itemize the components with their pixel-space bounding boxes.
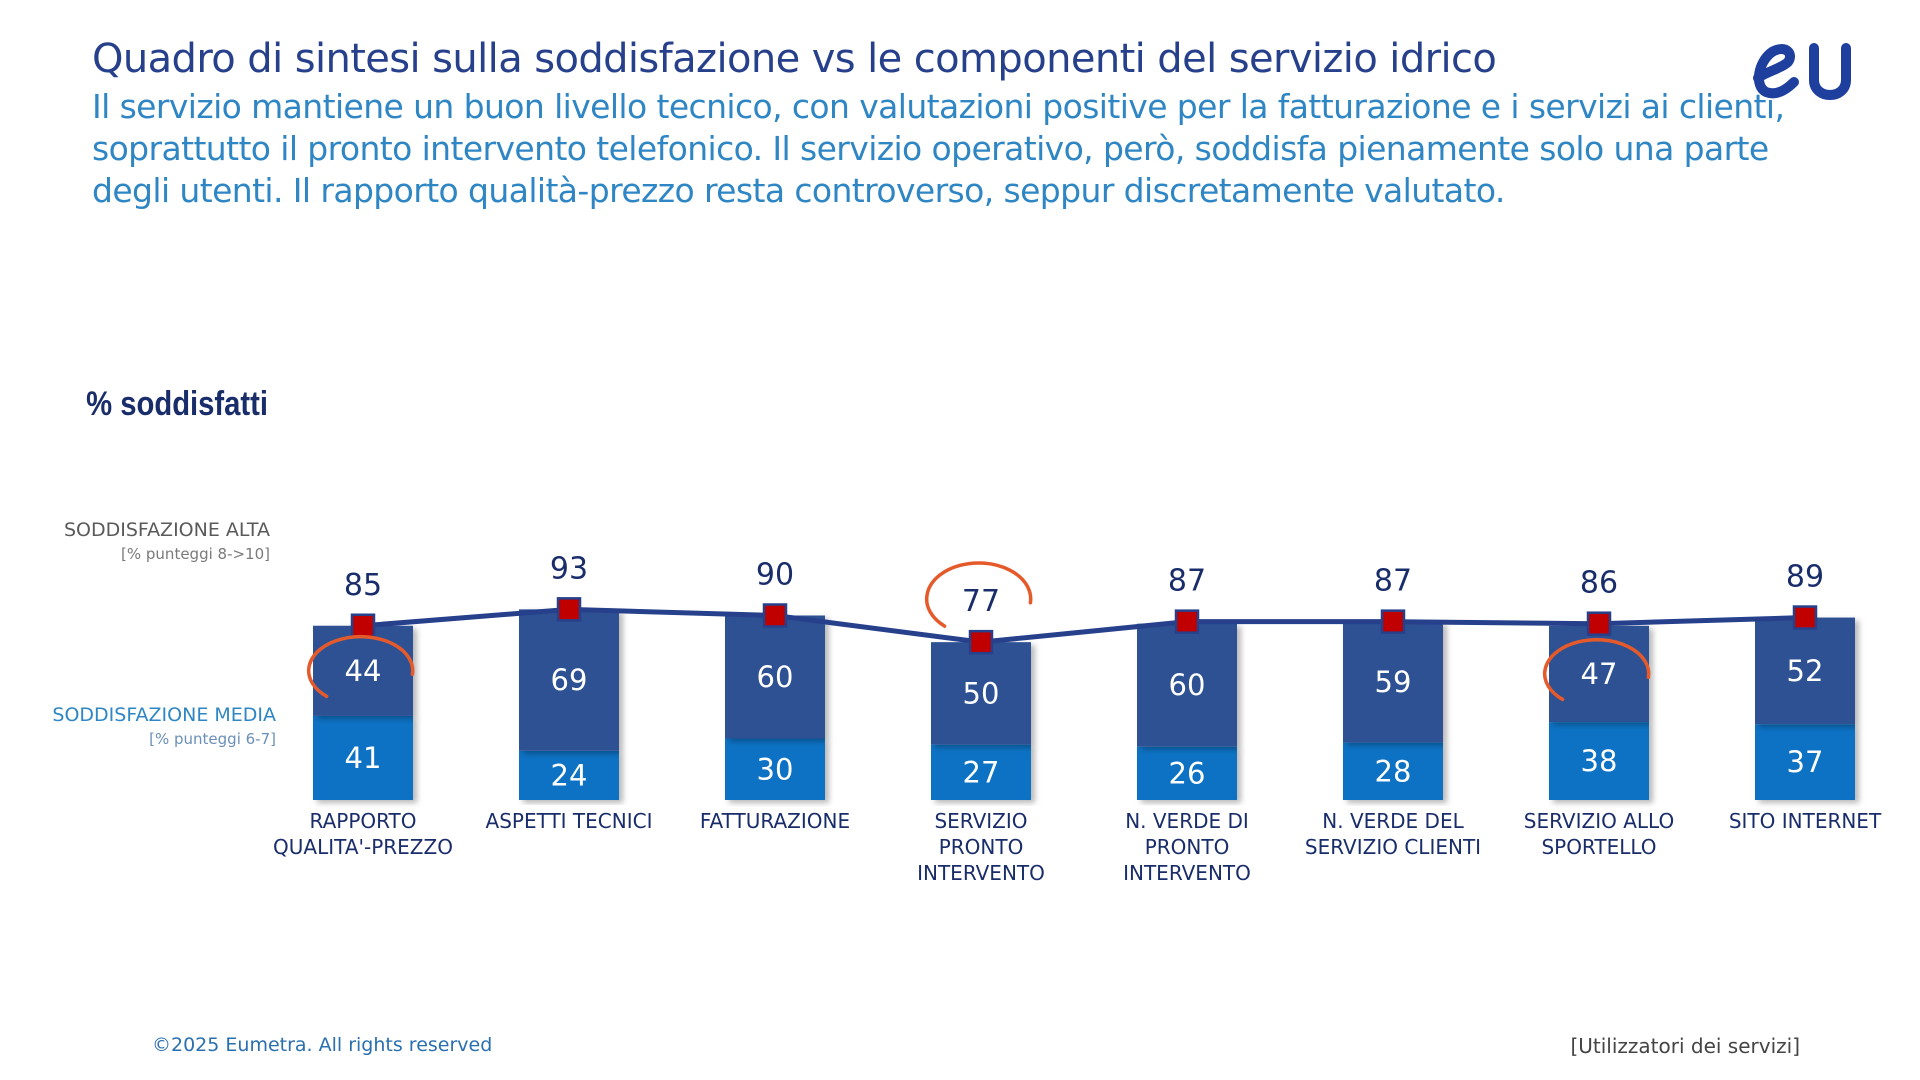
line-value-label: 89 — [1786, 560, 1824, 595]
category-label: QUALITA'-PREZZO — [273, 835, 453, 859]
bar-high — [931, 642, 1031, 745]
category-label: N. VERDE DI — [1125, 809, 1249, 833]
bar-medium — [1343, 742, 1443, 800]
highlight-circle — [1543, 638, 1651, 702]
highlight-circle — [925, 561, 1033, 628]
category-label: SITO INTERNET — [1729, 809, 1882, 833]
bar-medium-label: 26 — [1169, 756, 1206, 790]
category-label: N. VERDE DEL — [1322, 809, 1464, 833]
bar-high — [1137, 623, 1237, 747]
line-marker — [1792, 605, 1818, 630]
line-value-label: 93 — [550, 551, 588, 586]
category-label: RAPPORTO — [309, 809, 416, 833]
bar-high — [1549, 625, 1649, 723]
bar-medium-label: 24 — [551, 758, 588, 792]
bar-medium — [725, 738, 825, 800]
category-label: INTERVENTO — [917, 861, 1045, 885]
category-label: FATTURAZIONE — [700, 809, 850, 833]
bar-high-label: 50 — [963, 676, 1000, 710]
bar-medium — [313, 715, 413, 800]
line-marker — [350, 613, 376, 638]
bar-high — [519, 609, 619, 751]
medium-series-note: [% punteggi 6-7] — [149, 730, 276, 748]
line-marker — [762, 603, 788, 628]
base-note: [Utilizzatori dei servizi] — [1570, 1034, 1800, 1058]
medium-series-label: SODDISFAZIONE MEDIA — [52, 704, 276, 726]
line-marker — [968, 629, 994, 655]
bar-medium-label: 41 — [345, 741, 382, 775]
bar-medium — [931, 744, 1031, 800]
category-label: SERVIZIO — [934, 809, 1027, 833]
bar-medium-label: 28 — [1375, 754, 1412, 788]
line-value-label: 87 — [1168, 564, 1206, 599]
line-value-label: 87 — [1374, 564, 1412, 599]
bar-high — [725, 615, 825, 739]
category-label: INTERVENTO — [1123, 861, 1251, 885]
bar-high-label: 44 — [345, 654, 382, 688]
page-subtitle: Il servizio mantiene un buon livello tec… — [92, 87, 1785, 210]
bar-high — [1755, 617, 1855, 725]
line-marker — [1380, 609, 1406, 634]
line-marker — [1586, 611, 1612, 636]
high-series-label: SODDISFAZIONE ALTA — [64, 519, 270, 541]
bar-medium-label: 30 — [757, 752, 794, 786]
category-label: SERVIZIO ALLO — [1524, 809, 1674, 833]
bar-medium-label: 37 — [1787, 745, 1824, 779]
copyright-text: ©2025 Eumetra. All rights reserved — [152, 1034, 493, 1056]
line-series-label: % soddisfatti — [86, 384, 268, 423]
bar-medium — [519, 750, 619, 800]
bar-high-label: 69 — [551, 663, 588, 697]
bar-high-label: 60 — [757, 660, 794, 694]
bar-medium — [1137, 746, 1237, 800]
page-title: Quadro di sintesi sulla soddisfazione vs… — [92, 36, 1497, 82]
bar-high-label: 47 — [1581, 657, 1618, 691]
line-value-label: 77 — [962, 584, 1000, 619]
line-value-label: 85 — [344, 568, 382, 603]
bar-medium — [1755, 724, 1855, 800]
bar-medium-label: 27 — [963, 755, 1000, 789]
high-series-note: [% punteggi 8->10] — [121, 545, 270, 563]
bar-high-label: 60 — [1169, 668, 1206, 702]
line-value-label: 90 — [756, 558, 794, 593]
bar-high — [1343, 621, 1443, 743]
bar-high — [313, 625, 413, 716]
eumetra-logo: eU — [1753, 43, 1851, 100]
category-label: ASPETTI TECNICI — [486, 809, 653, 833]
category-label: SERVIZIO CLIENTI — [1305, 835, 1481, 859]
bar-medium — [1549, 722, 1649, 800]
category-label: PRONTO — [1145, 835, 1230, 859]
satisfaction-chart: % soddisfatti SODDISFAZIONE ALTA [% punteg… — [52, 384, 1882, 885]
line-marker — [556, 597, 582, 622]
satisfied-line — [362, 606, 1806, 645]
line-marker — [1174, 609, 1200, 634]
category-label: PRONTO — [939, 835, 1024, 859]
category-label: SPORTELLO — [1541, 835, 1656, 859]
bar-high-label: 52 — [1787, 654, 1824, 688]
line-value-label: 86 — [1580, 566, 1618, 601]
bar-medium-label: 38 — [1581, 744, 1618, 778]
bar-high-label: 59 — [1375, 665, 1412, 699]
highlight-circle — [307, 634, 415, 699]
